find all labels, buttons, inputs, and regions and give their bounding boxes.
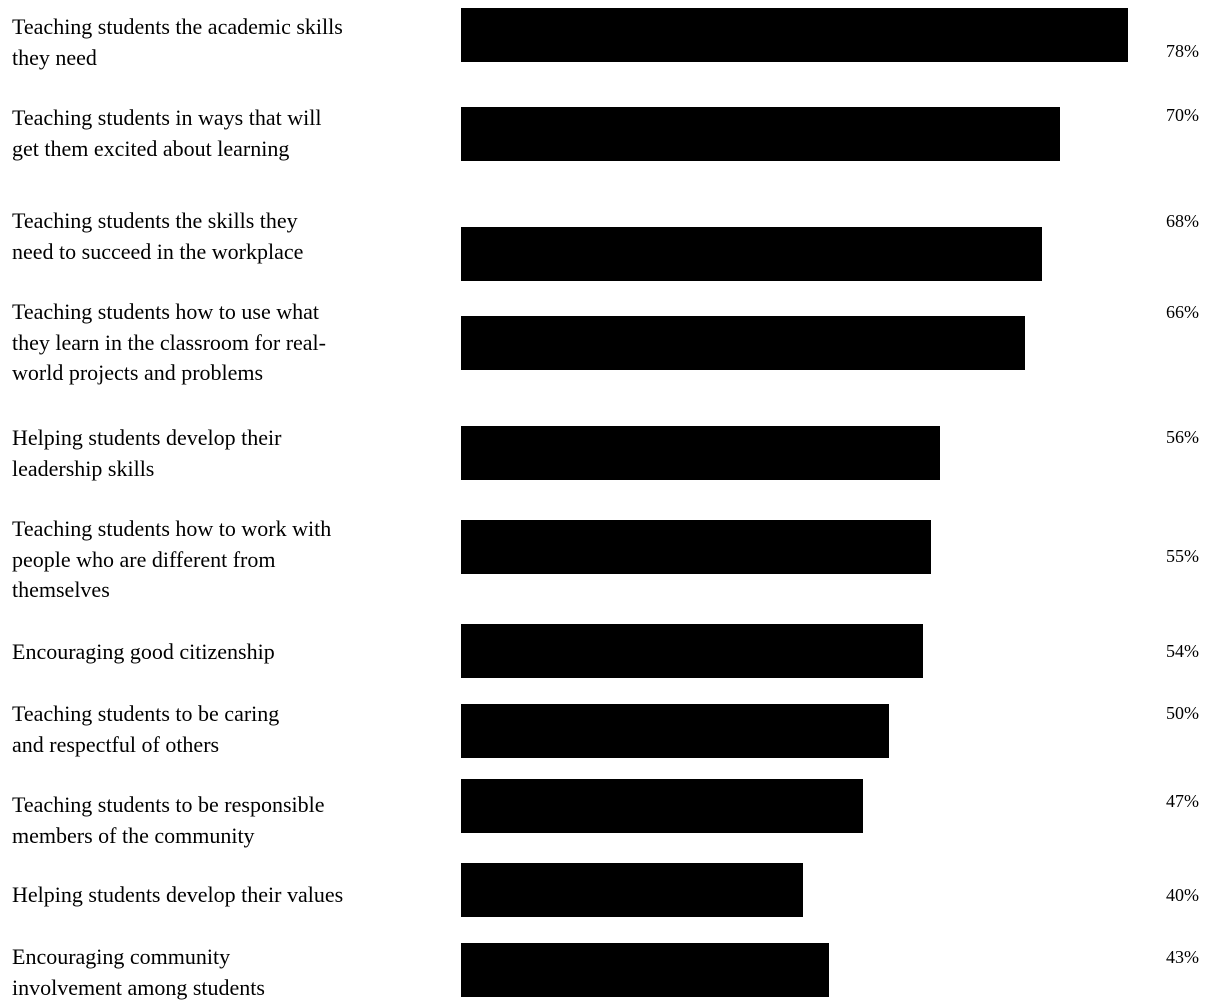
category-label: Teaching students to be responsible memb… [12,792,325,848]
bar [461,779,863,833]
bar [461,624,923,678]
category-label: Teaching students to be caring and respe… [12,701,280,757]
bar [461,863,803,917]
bar [461,8,1128,62]
value-label: 54% [1166,641,1199,661]
value-label: 55% [1166,546,1199,566]
category-label: Helping students develop their values [12,882,344,907]
value-label: 68% [1166,211,1199,231]
bar [461,107,1060,161]
category-label: Teaching students how to use what they l… [12,299,326,385]
value-label: 43% [1166,947,1199,967]
bar [461,520,931,574]
category-label: Encouraging good citizenship [12,639,275,664]
value-label: 70% [1166,105,1199,125]
category-label: Teaching students in ways that will get … [12,105,322,161]
value-label: 40% [1166,885,1199,905]
category-label: Encouraging community involvement among … [12,944,265,1000]
value-label: 50% [1166,703,1199,723]
bar [461,943,829,997]
bar [461,704,889,758]
bar [461,426,940,480]
bar [461,316,1025,370]
value-label: 78% [1166,41,1199,61]
category-label: Teaching students how to work with peopl… [12,516,332,602]
value-label: 47% [1166,791,1199,811]
category-label: Helping students develop their leadershi… [12,425,282,481]
bar [461,227,1042,281]
value-label: 56% [1166,427,1199,447]
value-label: 66% [1166,302,1199,322]
category-label: Teaching students the academic skills th… [12,14,343,70]
category-label: Teaching students the skills they need t… [12,208,304,264]
